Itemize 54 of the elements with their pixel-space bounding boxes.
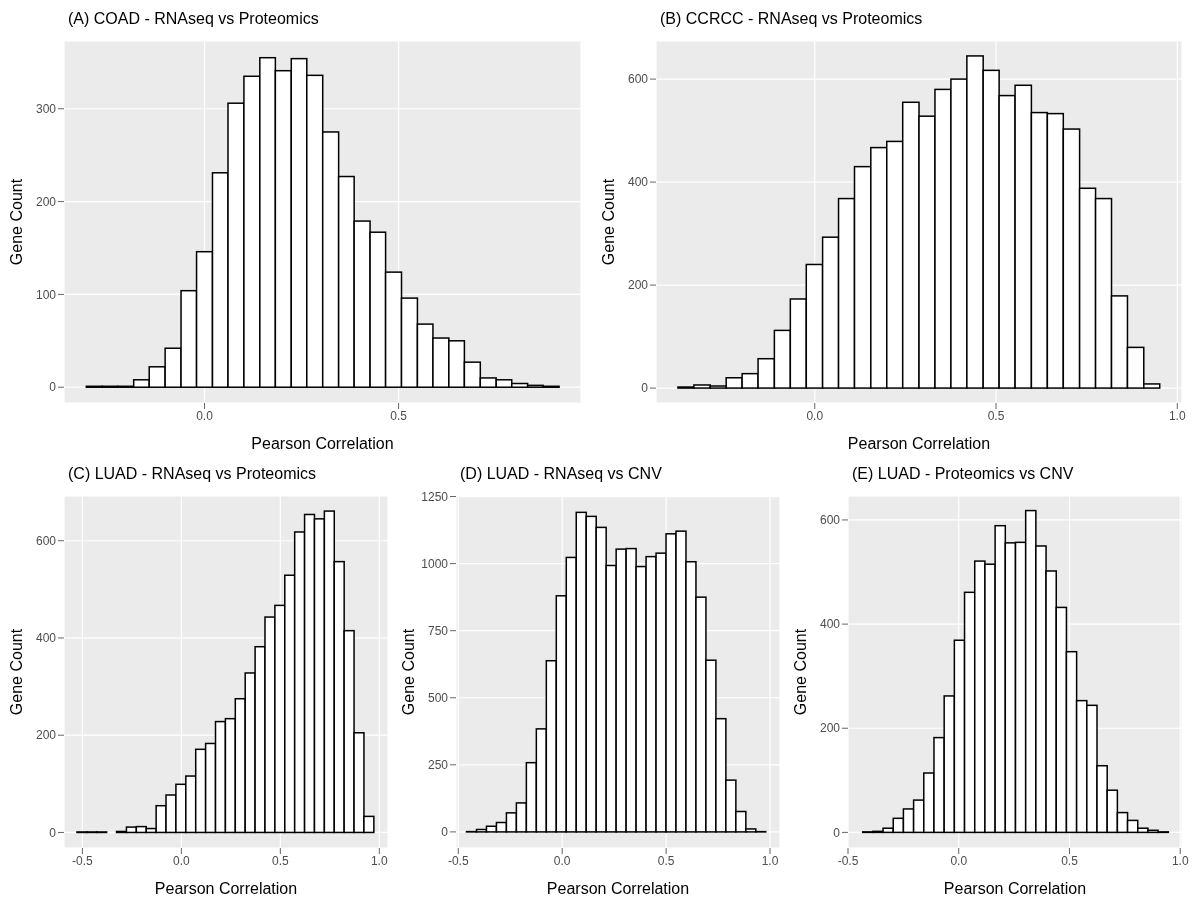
x-tick-label: 0.5 [987, 408, 1005, 423]
x-tick-label: 0.5 [390, 408, 408, 423]
x-tick-label: 1.0 [1168, 408, 1186, 423]
x-axis-title: Pearson Correlation [154, 880, 298, 897]
x-tick-label: 0.0 [196, 408, 214, 423]
x-axis-title: Pearson Correlation [943, 880, 1087, 897]
y-tick-label: 400 [35, 631, 57, 646]
y-tick-label: 600 [627, 72, 649, 87]
chart-title: (D) LUAD - RNAseq vs CNV [459, 464, 663, 484]
x-tick-label: 0.0 [553, 853, 571, 868]
x-tick-label: 1.0 [1171, 853, 1189, 868]
chart-title: (E) LUAD - Proteomics vs CNV [851, 464, 1075, 484]
y-tick-label: 200 [819, 721, 841, 736]
y-tick-label: 0 [49, 380, 57, 395]
y-axis-title: Gene Count [599, 178, 617, 266]
chart-title: (A) COAD - RNAseq vs Proteomics [67, 9, 320, 29]
y-tick-label: 0 [833, 825, 841, 840]
y-axis-title: Gene Count [7, 628, 25, 716]
y-tick-label: 300 [35, 102, 57, 117]
y-tick-label: 400 [627, 175, 649, 190]
x-tick-label: -0.5 [72, 853, 94, 868]
y-tick-label: 250 [427, 758, 449, 773]
y-tick-label: 1250 [421, 489, 449, 504]
y-tick-label: 1000 [421, 556, 449, 571]
x-axis-title: Pearson Correlation [546, 880, 690, 897]
x-tick-label: 0.0 [173, 853, 191, 868]
y-axis-title: Gene Count [7, 178, 25, 266]
chart-title: (B) CCRCC - RNAseq vs Proteomics [659, 9, 924, 29]
x-tick-label: 1.0 [370, 853, 388, 868]
y-tick-label: 750 [427, 623, 449, 638]
x-tick-label: 0.0 [950, 853, 968, 868]
x-tick-label: 0.5 [271, 853, 289, 868]
y-tick-label: 200 [35, 728, 57, 743]
y-tick-label: 0 [49, 825, 57, 840]
y-tick-label: 100 [35, 287, 57, 302]
x-axis-title: Pearson Correlation [251, 435, 394, 452]
x-tick-label: 0.5 [657, 853, 675, 868]
x-tick-label: -0.5 [837, 853, 859, 868]
x-tick-label: 0.0 [806, 408, 824, 423]
x-tick-label: -0.5 [447, 853, 469, 868]
y-tick-label: 200 [35, 194, 57, 209]
y-tick-label: 600 [35, 533, 57, 548]
x-tick-label: 1.0 [761, 853, 779, 868]
y-axis-title: Gene Count [791, 628, 809, 716]
y-tick-label: 0 [641, 381, 649, 396]
x-axis-title: Pearson Correlation [847, 435, 991, 452]
x-tick-label: 0.5 [1061, 853, 1079, 868]
y-axis-title: Gene Count [399, 628, 417, 716]
y-tick-label: 600 [819, 513, 841, 528]
y-tick-label: 200 [627, 278, 649, 293]
y-tick-label: 400 [819, 617, 841, 632]
chart-title: (C) LUAD - RNAseq vs Proteomics [67, 464, 318, 484]
y-tick-label: 500 [427, 691, 449, 706]
y-tick-label: 0 [441, 825, 449, 840]
